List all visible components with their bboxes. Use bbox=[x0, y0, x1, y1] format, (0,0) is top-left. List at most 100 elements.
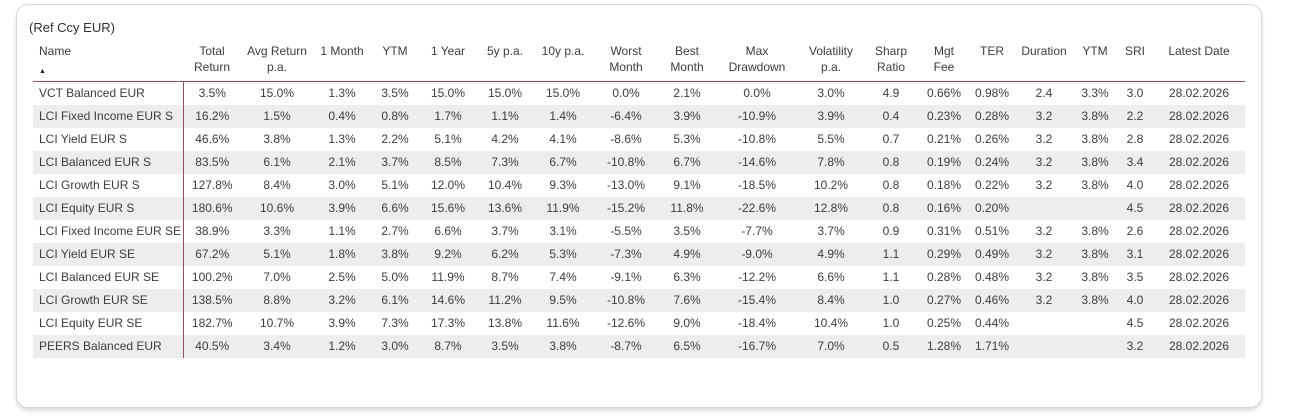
cell-ytm: 2.2% bbox=[381, 132, 409, 147]
cell-max-drawdown: -18.4% bbox=[737, 316, 777, 331]
cell-total-return: 100.2% bbox=[191, 270, 233, 285]
column-header-sri[interactable]: SRI bbox=[1117, 41, 1153, 83]
cell-ter: 0.20% bbox=[974, 201, 1010, 216]
cell-duration bbox=[1015, 197, 1073, 220]
column-header-avg-return-pa[interactable]: Avg Return p.a. bbox=[241, 41, 313, 83]
cell-1-month: 1.2% bbox=[328, 339, 356, 354]
column-header-volatility-pa[interactable]: Volatility p.a. bbox=[799, 41, 863, 83]
cell-sharp-ratio: 0.8 bbox=[882, 201, 900, 216]
cell-5y-pa: 6.2% bbox=[491, 247, 519, 262]
cell-name: LCI Growth EUR SE bbox=[33, 288, 184, 312]
column-header-5y-pa[interactable]: 5y p.a. bbox=[477, 41, 533, 83]
column-header-ytm[interactable]: YTM bbox=[371, 41, 419, 83]
cell-latest-date: 28.02.2026 bbox=[1168, 86, 1230, 101]
cell-sharp-ratio: 1.0 bbox=[882, 316, 900, 331]
column-header-10y-pa[interactable]: 10y p.a. bbox=[533, 41, 593, 83]
cell-ter: 0.51% bbox=[974, 224, 1010, 239]
column-header-mgt-fee[interactable]: Mgt Fee bbox=[919, 41, 969, 83]
column-header-max-drawdown[interactable]: Max Drawdown bbox=[715, 41, 799, 83]
cell-latest-date: 28.02.2026 bbox=[1168, 178, 1230, 193]
table-row[interactable]: LCI Growth EUR SE 138.5% 8.8% 3.2% 6.1% 14.6%… bbox=[33, 288, 1245, 312]
cell-sri: 3.2 bbox=[1126, 339, 1144, 354]
cell-total-return: 182.7% bbox=[191, 316, 233, 331]
cell-1-year: 6.6% bbox=[434, 224, 462, 239]
table-row[interactable]: LCI Balanced EUR S 83.5% 6.1% 2.1% 3.7% 8.5% 7… bbox=[33, 150, 1245, 174]
column-header-total-return[interactable]: Total Return bbox=[183, 41, 241, 83]
table-row[interactable]: LCI Balanced EUR SE 100.2% 7.0% 2.5% 5.0% 11.… bbox=[33, 265, 1245, 289]
cell-ter: 0.49% bbox=[974, 247, 1010, 262]
cell-max-drawdown: -10.8% bbox=[737, 132, 777, 147]
cell-mgt-fee: 0.16% bbox=[926, 201, 962, 216]
cell-worst-month: 0.0% bbox=[612, 86, 640, 101]
cell-latest-date: 28.02.2026 bbox=[1168, 339, 1230, 354]
table-row[interactable]: LCI Equity EUR SE 182.7% 10.7% 3.9% 7.3% 17.3… bbox=[33, 311, 1245, 335]
column-header-ytm-2[interactable]: YTM bbox=[1073, 41, 1117, 83]
cell-latest-date: 28.02.2026 bbox=[1168, 109, 1230, 124]
cell-sri: 2.6 bbox=[1126, 224, 1144, 239]
cell-total-return: 40.5% bbox=[195, 339, 230, 354]
column-header-sharp-ratio[interactable]: Sharp Ratio bbox=[863, 41, 919, 83]
column-header-worst-month[interactable]: Worst Month bbox=[593, 41, 659, 83]
cell-max-drawdown: -10.9% bbox=[737, 109, 777, 124]
cell-max-drawdown: -9.0% bbox=[741, 247, 773, 262]
cell-best-month: 3.9% bbox=[673, 109, 701, 124]
cell-best-month: 7.6% bbox=[673, 293, 701, 308]
cell-worst-month: -12.6% bbox=[606, 316, 646, 331]
header-row: Name ▲ Total Return Avg Return p.a. 1 Mo… bbox=[33, 41, 1245, 83]
column-header-1-year[interactable]: 1 Year bbox=[419, 41, 477, 83]
table-row[interactable]: LCI Fixed Income EUR SE 38.9% 3.3% 1.1% 2.7%… bbox=[33, 219, 1245, 243]
cell-avg-return-pa: 8.4% bbox=[263, 178, 291, 193]
cell-max-drawdown: -7.7% bbox=[741, 224, 773, 239]
cell-max-drawdown: -12.2% bbox=[737, 270, 777, 285]
table-row[interactable]: LCI Yield EUR SE 67.2% 5.1% 1.8% 3.8% 9.2% 6.2… bbox=[33, 242, 1245, 266]
cell-latest-date: 28.02.2026 bbox=[1168, 201, 1230, 216]
column-header-duration[interactable]: Duration bbox=[1015, 41, 1073, 83]
column-header-ter[interactable]: TER bbox=[969, 41, 1015, 83]
table-row[interactable]: LCI Yield EUR S 46.6% 3.8% 1.3% 2.2% 5.1% 4.2%… bbox=[33, 127, 1245, 151]
cell-worst-month: -13.0% bbox=[606, 178, 646, 193]
cell-sri: 4.0 bbox=[1126, 178, 1144, 193]
cell-total-return: 67.2% bbox=[195, 247, 230, 262]
column-header-1-month[interactable]: 1 Month bbox=[313, 41, 371, 83]
cell-mgt-fee: 0.25% bbox=[926, 316, 962, 331]
cell-best-month: 9.1% bbox=[673, 178, 701, 193]
cell-10y-pa: 1.4% bbox=[549, 109, 577, 124]
cell-1-year: 15.6% bbox=[430, 201, 466, 216]
cell-volatility-pa: 8.4% bbox=[817, 293, 845, 308]
cell-worst-month: -8.7% bbox=[610, 339, 642, 354]
cell-worst-month: -5.5% bbox=[610, 224, 642, 239]
cell-5y-pa: 8.7% bbox=[491, 270, 519, 285]
cell-volatility-pa: 4.9% bbox=[817, 247, 845, 262]
table-row[interactable]: VCT Balanced EUR 3.5% 15.0% 1.3% 3.5% 15.0% 15… bbox=[33, 81, 1245, 105]
cell-1-year: 8.7% bbox=[434, 339, 462, 354]
cell-10y-pa: 9.5% bbox=[549, 293, 577, 308]
cell-name: VCT Balanced EUR bbox=[33, 81, 184, 105]
cell-volatility-pa: 7.8% bbox=[817, 155, 845, 170]
cell-name: LCI Yield EUR SE bbox=[33, 242, 184, 266]
cell-best-month: 9.0% bbox=[673, 316, 701, 331]
cell-ytm-2: 3.8% bbox=[1081, 270, 1109, 285]
cell-sharp-ratio: 1.1 bbox=[882, 247, 900, 262]
cell-avg-return-pa: 15.0% bbox=[259, 86, 295, 101]
cell-1-month: 1.1% bbox=[328, 224, 356, 239]
cell-total-return: 38.9% bbox=[195, 224, 230, 239]
cell-5y-pa: 11.2% bbox=[488, 293, 522, 308]
table-row[interactable]: LCI Fixed Income EUR S 16.2% 1.5% 0.4% 0.8% 1… bbox=[33, 104, 1245, 128]
table-row[interactable]: LCI Growth EUR S 127.8% 8.4% 3.0% 5.1% 12.0% 1… bbox=[33, 173, 1245, 197]
column-header-latest-date[interactable]: Latest Date bbox=[1153, 41, 1245, 83]
cell-best-month: 2.1% bbox=[673, 86, 701, 101]
table-row[interactable]: PEERS Balanced EUR 40.5% 3.4% 1.2% 3.0% 8.7% 3… bbox=[33, 334, 1245, 358]
table-row[interactable]: LCI Equity EUR S 180.6% 10.6% 3.9% 6.6% 15.6%… bbox=[33, 196, 1245, 220]
cell-ytm: 3.5% bbox=[381, 86, 409, 101]
cell-volatility-pa: 10.2% bbox=[813, 178, 849, 193]
cell-1-year: 8.5% bbox=[434, 155, 462, 170]
column-header-best-month[interactable]: Best Month bbox=[659, 41, 715, 83]
cell-volatility-pa: 3.7% bbox=[817, 224, 845, 239]
cell-ytm: 3.0% bbox=[381, 339, 409, 354]
cell-avg-return-pa: 6.1% bbox=[263, 155, 291, 170]
cell-ter: 0.48% bbox=[974, 270, 1010, 285]
cell-10y-pa: 3.1% bbox=[549, 224, 577, 239]
cell-ytm-2: 3.8% bbox=[1081, 247, 1109, 262]
cell-sri: 3.5 bbox=[1126, 270, 1144, 285]
column-header-name[interactable]: Name ▲ bbox=[33, 41, 183, 83]
